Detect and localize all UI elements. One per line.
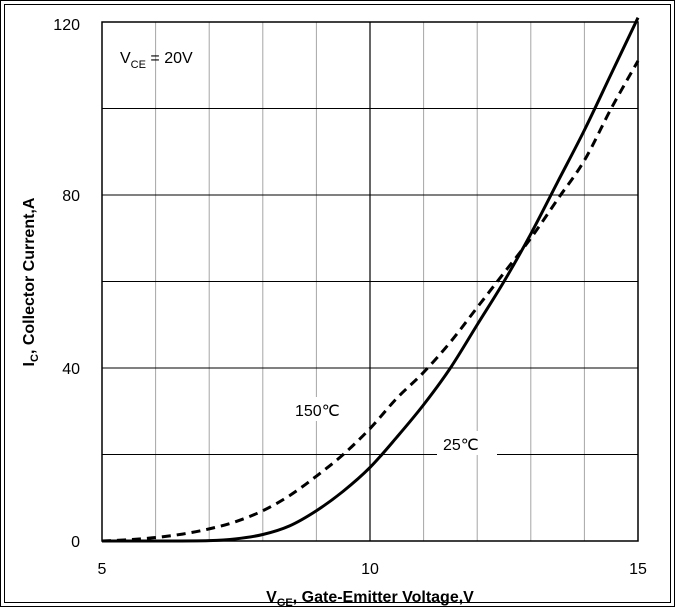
series-label-150: 150℃	[295, 403, 340, 420]
y-tick-label: 120	[53, 17, 80, 34]
annotation-sub: CE	[131, 59, 146, 71]
label-25-bg	[437, 431, 497, 455]
x-tick-label: 10	[361, 561, 379, 578]
x-tick-label: 15	[629, 561, 647, 578]
series-line-25c	[101, 17, 640, 543]
horizontal-gridlines	[102, 108, 638, 455]
y-axis-label: IC, Collector Current,A	[21, 197, 41, 366]
x-axis-label: VGE, Gate-Emitter Voltage,V	[266, 589, 474, 607]
label-150-bg	[290, 397, 358, 421]
y-tick-label: 40	[62, 361, 80, 378]
xlabel-rest: , Gate-Emitter Voltage,V	[293, 589, 474, 606]
annotation-rest: = 20V	[146, 50, 193, 67]
plot-area-border	[101, 21, 639, 542]
series-line-150c	[101, 60, 640, 543]
y-tick-label: 80	[62, 188, 80, 205]
ylabel-main: I	[21, 362, 38, 366]
x-tick-label: 5	[98, 561, 107, 578]
xlabel-main: V	[266, 589, 277, 606]
xlabel-sub: GE	[277, 597, 293, 607]
annotation-main: V	[120, 50, 131, 67]
x-tick-labels: 5 10 15	[98, 561, 647, 578]
y-tick-labels: 0 40 80 120	[53, 17, 80, 551]
ylabel-sub: C	[29, 354, 41, 362]
series-group	[101, 17, 640, 543]
y-tick-label: 0	[71, 534, 80, 551]
series-label-25: 25℃	[443, 437, 479, 454]
ylabel-rest: , Collector Current,A	[21, 197, 38, 354]
vce-annotation: VCE = 20V	[120, 50, 193, 71]
outer-frame-inner	[4, 4, 671, 603]
